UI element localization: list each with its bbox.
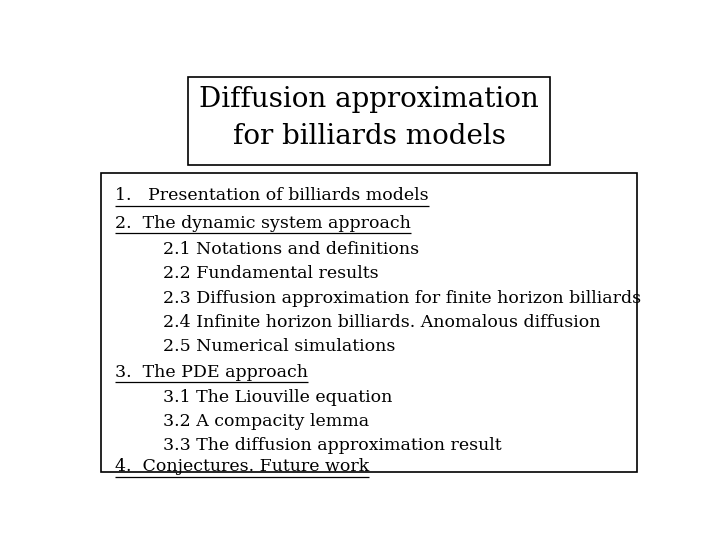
Text: 3.1 The Liouville equation: 3.1 The Liouville equation <box>163 389 392 406</box>
FancyBboxPatch shape <box>101 173 637 472</box>
Text: 3.  The PDE approach: 3. The PDE approach <box>115 364 308 381</box>
Text: 2.1 Notations and definitions: 2.1 Notations and definitions <box>163 241 418 258</box>
FancyBboxPatch shape <box>188 77 550 165</box>
Text: 2.5 Numerical simulations: 2.5 Numerical simulations <box>163 338 395 355</box>
Text: 1.   Presentation of billiards models: 1. Presentation of billiards models <box>115 187 428 204</box>
Text: 4.  Conjectures. Future work: 4. Conjectures. Future work <box>115 458 369 475</box>
Text: 2.  The dynamic system approach: 2. The dynamic system approach <box>115 215 411 232</box>
Text: 2.3 Diffusion approximation for finite horizon billiards: 2.3 Diffusion approximation for finite h… <box>163 289 641 307</box>
Text: for billiards models: for billiards models <box>233 123 505 150</box>
Text: 2.4 Infinite horizon billiards. Anomalous diffusion: 2.4 Infinite horizon billiards. Anomalou… <box>163 314 600 330</box>
Text: 3.3 The diffusion approximation result: 3.3 The diffusion approximation result <box>163 437 501 454</box>
Text: Diffusion approximation: Diffusion approximation <box>199 86 539 113</box>
Text: 2.2 Fundamental results: 2.2 Fundamental results <box>163 266 378 282</box>
Text: 3.2 A compacity lemma: 3.2 A compacity lemma <box>163 413 369 430</box>
